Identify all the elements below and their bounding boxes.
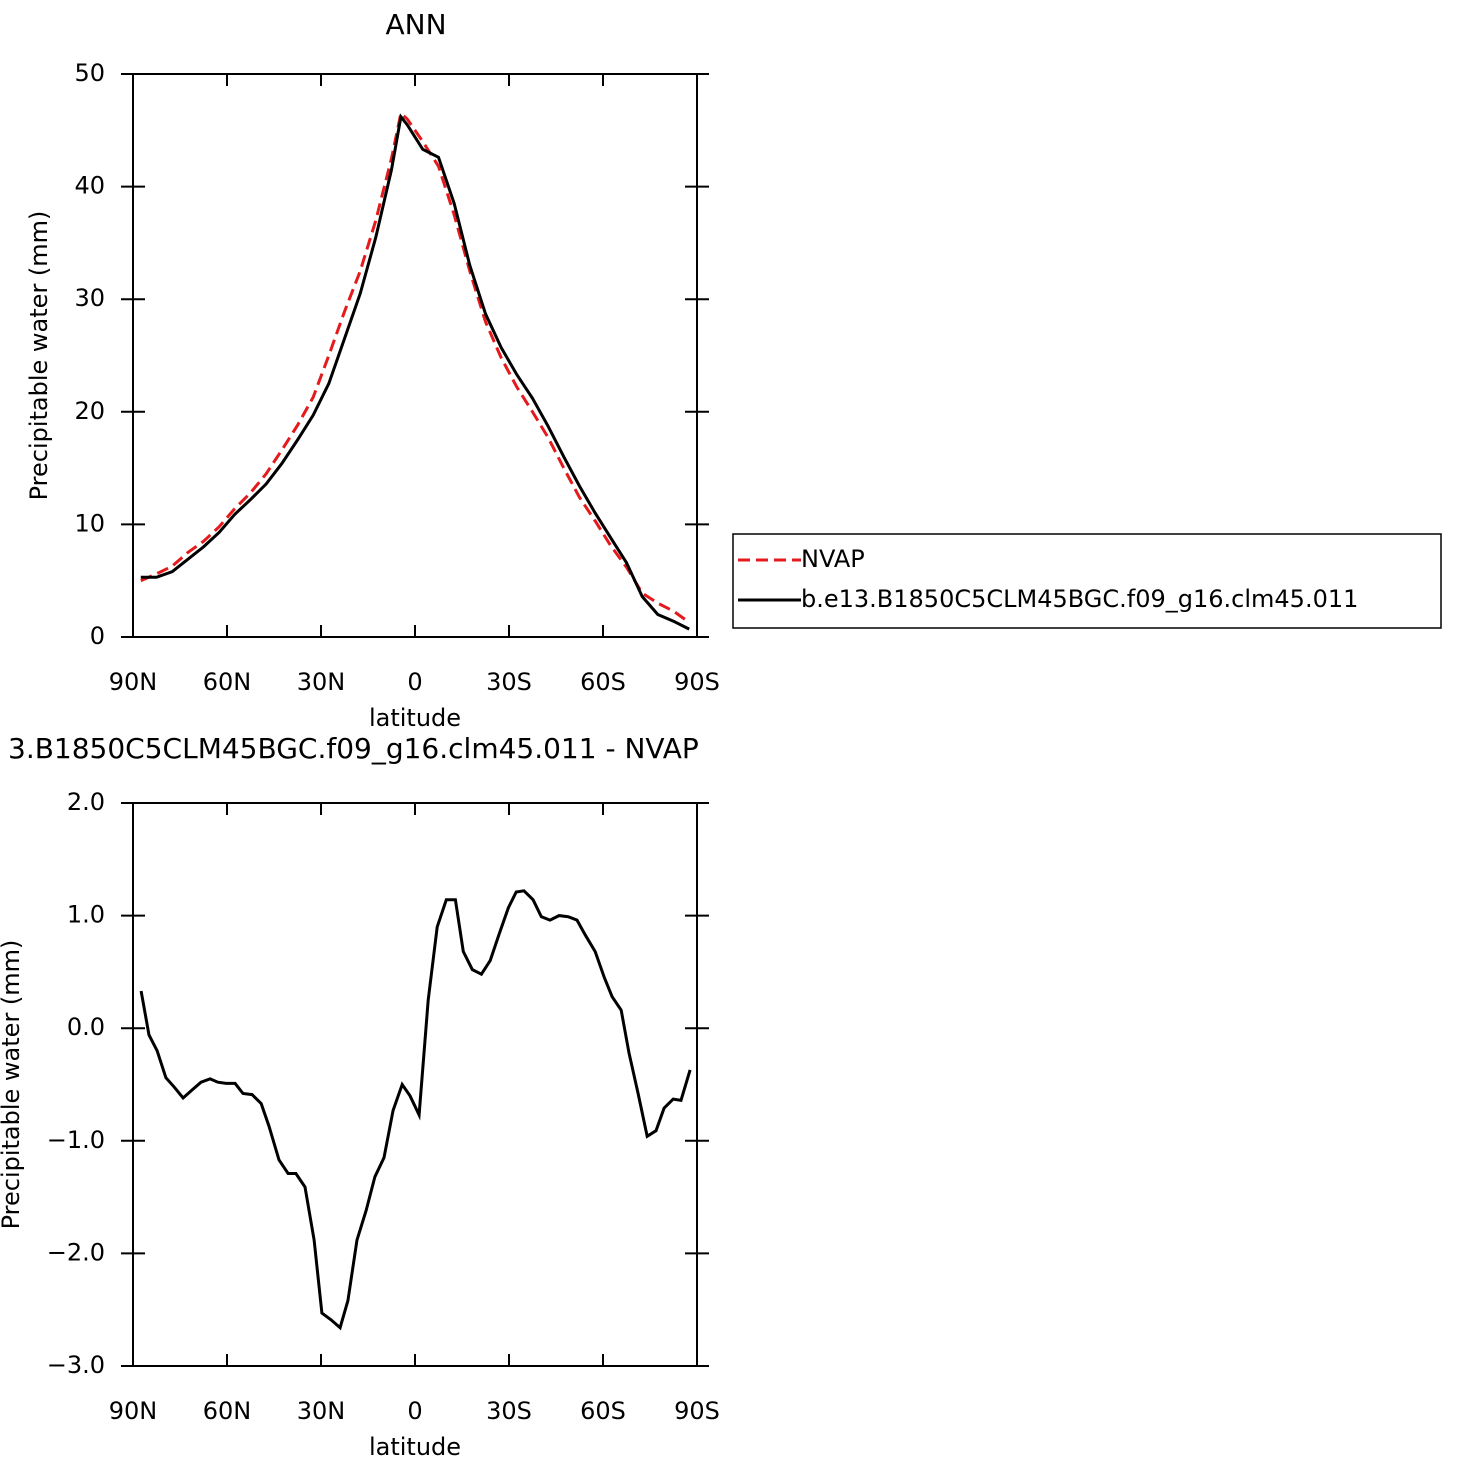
x-tick-label: 60N [203,1397,252,1425]
y-tick-label: 2.0 [67,788,105,816]
series-line [139,889,692,1331]
x-tick-label: 0 [407,1397,422,1425]
x-tick-label: 60S [580,1397,626,1425]
series-line [140,113,690,631]
y-tick-label: −3.0 [47,1351,105,1379]
x-tick-label: 60N [203,668,252,696]
x-tick-label: 60S [580,668,626,696]
y-tick-label: 20 [74,397,105,425]
chart-title: ANN [385,8,446,41]
legend-label: NVAP [801,545,865,573]
y-tick-label: 30 [74,284,105,312]
x-tick-label: 30N [297,1397,346,1425]
x-axis-label: latitude [369,1433,461,1461]
y-tick-label: 1.0 [67,901,105,929]
y-tick-label: 0.0 [67,1013,105,1041]
legend-label: b.e13.B1850C5CLM45BGC.f09_g16.clm45.011 [801,585,1358,613]
y-axis-label: Precipitable water (mm) [25,211,53,501]
chart-title: 3.B1850C5CLM45BGC.f09_g16.clm45.011 - NV… [8,732,699,765]
x-tick-label: 30S [486,1397,532,1425]
plot-frame [132,73,698,638]
x-tick-label: 90N [109,1397,158,1425]
x-tick-label: 90N [109,668,158,696]
series-line [140,110,691,624]
legend-box [732,533,1442,629]
x-axis-label: latitude [369,704,461,732]
y-tick-label: 50 [74,59,105,87]
x-tick-label: 0 [407,668,422,696]
x-tick-label: 90S [674,668,720,696]
x-tick-label: 30N [297,668,346,696]
y-tick-label: 10 [74,509,105,537]
x-tick-label: 30S [486,668,532,696]
y-axis-label: Precipitable water (mm) [0,940,25,1230]
y-tick-label: −2.0 [47,1238,105,1266]
y-tick-label: 0 [90,622,105,650]
y-tick-label: 40 [74,172,105,200]
y-tick-label: −1.0 [47,1126,105,1154]
plot-frame [132,802,698,1367]
x-tick-label: 90S [674,1397,720,1425]
